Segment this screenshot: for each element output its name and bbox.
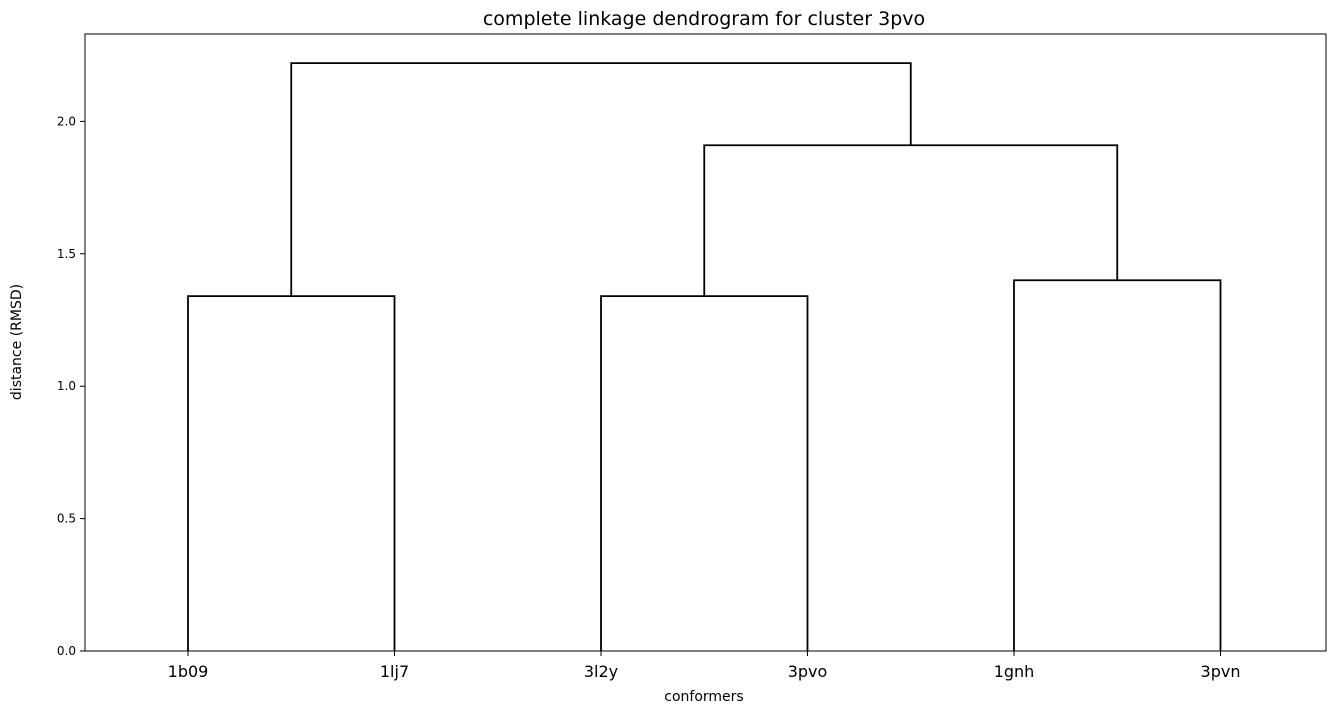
dendrogram-link bbox=[703, 144, 1119, 297]
plot-frame bbox=[84, 33, 1327, 652]
y-tick-label: 2.0 bbox=[57, 114, 76, 128]
x-axis-ticks: 1b09 1lj7 3l2y 3pvo 1gnh 3pvn bbox=[168, 651, 1241, 681]
dendrogram-link bbox=[187, 295, 396, 651]
y-tick-label: 0.5 bbox=[57, 512, 76, 526]
leaf-label: 3l2y bbox=[584, 662, 618, 681]
y-axis-label: distance (RMSD) bbox=[9, 284, 25, 400]
leaf-label: 1gnh bbox=[994, 662, 1035, 681]
leaf-label: 3pvn bbox=[1201, 662, 1241, 681]
y-tick-label: 1.5 bbox=[57, 247, 76, 261]
y-tick-label: 1.0 bbox=[57, 379, 76, 393]
leaf-label: 1b09 bbox=[168, 662, 209, 681]
leaf-label: 3pvo bbox=[788, 662, 828, 681]
x-axis-label: conformers bbox=[664, 689, 743, 705]
leaf-label: 1lj7 bbox=[380, 662, 409, 681]
y-tick-label: 0.0 bbox=[57, 644, 76, 658]
chart-title: complete linkage dendrogram for cluster … bbox=[483, 8, 925, 30]
dendrogram-link bbox=[290, 62, 912, 297]
dendrogram-links bbox=[187, 62, 1222, 651]
y-axis-ticks: 0.0 0.5 1.0 1.5 2.0 bbox=[57, 114, 85, 658]
dendrogram-link bbox=[600, 295, 809, 651]
